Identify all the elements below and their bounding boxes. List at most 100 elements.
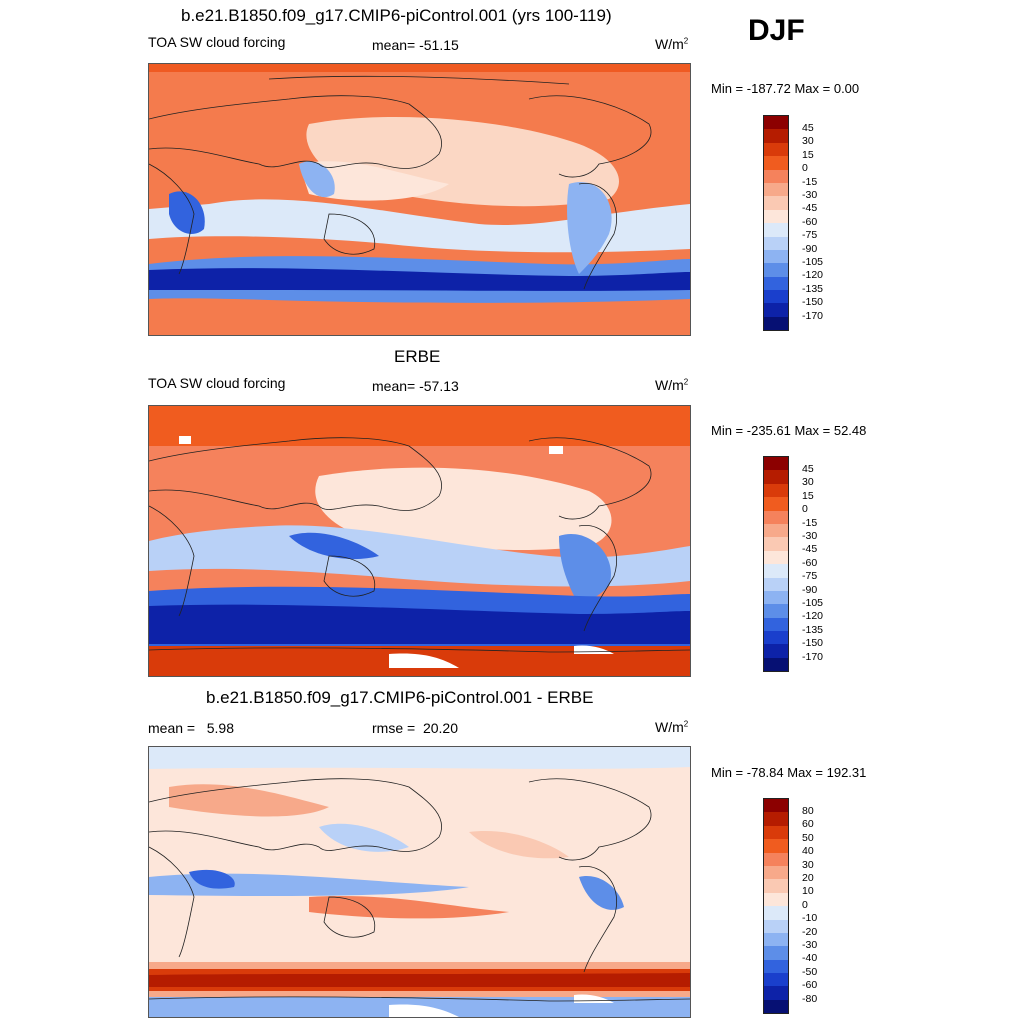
colorbar-tick-label: -105 xyxy=(802,256,824,269)
colorbar-tick-label: 15 xyxy=(802,489,814,502)
colorbar-swatch xyxy=(764,906,788,920)
panel-2-title: ERBE xyxy=(394,347,441,366)
colorbar-tick-label: -30 xyxy=(802,939,818,952)
panel-2-colorbar xyxy=(763,456,789,673)
panel-3-colorbar-labels: 80 60 50 40 30 20 10 0 -10 -20 -30 -40 -50 -60 -80 xyxy=(802,805,817,1006)
panel-2-minmax: Min = -235.61 Max = 52.48 xyxy=(711,423,867,438)
colorbar-swatch xyxy=(764,839,788,853)
colorbar-tick-label: 15 xyxy=(802,148,814,161)
colorbar-swatch xyxy=(764,999,788,1014)
colorbar-tick-label: 0 xyxy=(802,898,808,911)
colorbar-tick-label: -120 xyxy=(802,269,824,282)
colorbar-tick-label: 45 xyxy=(802,463,814,475)
colorbar-tick-label: 30 xyxy=(802,858,814,871)
colorbar-tick-label: 0 xyxy=(802,162,808,175)
colorbar-tick-label: -15 xyxy=(802,516,818,529)
colorbar-tick-label: -150 xyxy=(802,637,824,650)
colorbar-tick-label: -135 xyxy=(802,282,824,295)
colorbar-swatch xyxy=(764,470,788,484)
panel-1-title: b.e21.B1850.f09_g17.CMIP6-piControl.001 … xyxy=(181,6,612,25)
colorbar-swatch xyxy=(764,483,788,498)
colorbar-tick-label: -30 xyxy=(802,530,818,543)
colorbar-swatch xyxy=(764,590,788,605)
colorbar-swatch xyxy=(764,919,788,933)
colorbar-swatch xyxy=(764,182,788,197)
colorbar-tick-label: -60 xyxy=(802,979,818,992)
colorbar-tick-label: -40 xyxy=(802,952,818,965)
colorbar-tick-label: 50 xyxy=(802,831,814,844)
colorbar-tick-label: 30 xyxy=(802,476,814,489)
colorbar-swatch xyxy=(764,316,788,331)
colorbar-swatch xyxy=(764,249,788,264)
colorbar-swatch xyxy=(764,537,788,551)
colorbar-swatch xyxy=(764,825,788,840)
colorbar-tick-label: -120 xyxy=(802,610,824,623)
colorbar-swatch xyxy=(764,604,788,618)
colorbar-swatch xyxy=(764,631,788,645)
colorbar-swatch xyxy=(764,276,788,291)
colorbar-swatch xyxy=(764,263,788,277)
panel-1-minmax: Min = -187.72 Max = 0.00 xyxy=(711,81,860,96)
colorbar-tick-label: -170 xyxy=(802,309,824,322)
panel-1-map xyxy=(148,63,691,336)
colorbar-swatch xyxy=(764,932,788,947)
panel-3-title: b.e21.B1850.f09_g17.CMIP6-piControl.001 … xyxy=(206,688,594,707)
colorbar-swatch xyxy=(764,564,788,578)
colorbar-swatch xyxy=(764,523,788,538)
panel-3-rmse-label: rmse = 20.20 xyxy=(372,720,458,736)
panel-2-variable-label: TOA SW cloud forcing xyxy=(148,375,286,391)
colorbar-swatch xyxy=(764,223,788,237)
colorbar-swatch xyxy=(764,617,788,632)
colorbar-tick-label: -90 xyxy=(802,242,818,255)
colorbar-tick-label: -45 xyxy=(802,543,818,556)
colorbar-swatch xyxy=(764,852,788,866)
colorbar-swatch xyxy=(764,209,788,224)
colorbar-swatch xyxy=(764,577,788,591)
colorbar-swatch xyxy=(764,169,788,183)
colorbar-swatch xyxy=(764,156,788,170)
colorbar-swatch xyxy=(764,865,788,880)
colorbar-swatch xyxy=(764,196,788,210)
panel-1-colorbar-labels: 45 30 15 0 -15 -30 -45 -60 -75 -90 -105 -120 -135 -15… xyxy=(802,122,823,323)
colorbar-tick-label: 20 xyxy=(802,872,814,885)
colorbar-tick-label: 40 xyxy=(802,845,814,858)
panel-3-map xyxy=(148,746,691,1018)
panel-2-map xyxy=(148,405,691,677)
colorbar-tick-label: 45 xyxy=(802,122,814,134)
colorbar-swatch xyxy=(764,959,788,974)
colorbar-tick-label: 30 xyxy=(802,135,814,148)
colorbar-tick-label: -20 xyxy=(802,925,818,938)
colorbar-tick-label: -150 xyxy=(802,296,824,309)
colorbar-swatch xyxy=(764,303,788,317)
colorbar-swatch xyxy=(764,973,788,987)
colorbar-swatch xyxy=(764,116,788,130)
panel-2-mean-label: mean= -57.13 xyxy=(372,378,459,394)
colorbar-swatch xyxy=(764,457,788,471)
panel-1-mean-label: mean= -51.15 xyxy=(372,37,459,53)
colorbar-swatch xyxy=(764,142,788,157)
panel-1-colorbar xyxy=(763,115,789,332)
colorbar-swatch xyxy=(764,290,788,304)
colorbar-swatch xyxy=(764,129,788,143)
colorbar-swatch xyxy=(764,946,788,960)
colorbar-swatch xyxy=(764,497,788,511)
colorbar-swatch xyxy=(764,986,788,1000)
colorbar-tick-label: 60 xyxy=(802,818,814,831)
colorbar-swatch xyxy=(764,644,788,658)
panel-3-mean-label: mean = 5.98 xyxy=(148,720,235,736)
colorbar-swatch xyxy=(764,879,788,893)
colorbar-tick-label: -15 xyxy=(802,175,818,188)
panel-1-units: W/m2 xyxy=(655,36,689,52)
panel-2-units: W/m2 xyxy=(655,377,689,393)
colorbar-tick-label: 0 xyxy=(802,503,808,516)
colorbar-swatch xyxy=(764,812,788,826)
colorbar-swatch xyxy=(764,799,788,813)
panel-3-colorbar xyxy=(763,798,789,1015)
season-label: DJF xyxy=(748,14,805,47)
colorbar-tick-label: -10 xyxy=(802,912,818,925)
colorbar-tick-label: 80 xyxy=(802,805,814,817)
colorbar-tick-label: 10 xyxy=(802,885,814,898)
colorbar-tick-label: -45 xyxy=(802,202,818,215)
colorbar-tick-label: -90 xyxy=(802,583,818,596)
panel-3-minmax: Min = -78.84 Max = 192.31 xyxy=(711,765,867,780)
